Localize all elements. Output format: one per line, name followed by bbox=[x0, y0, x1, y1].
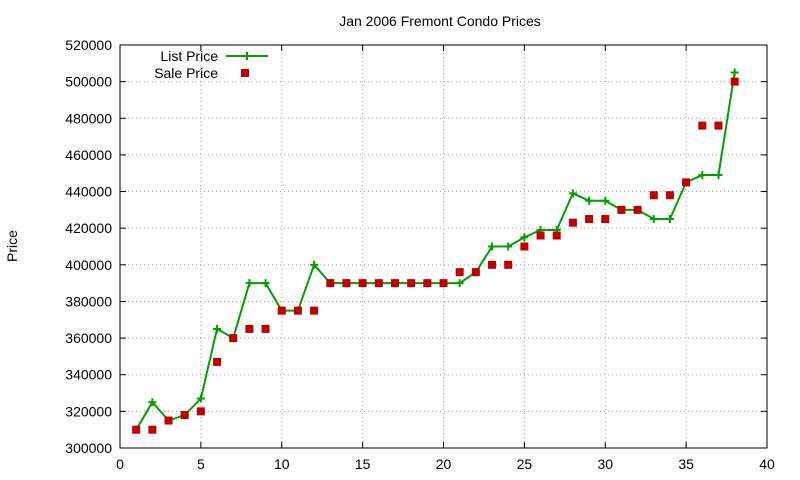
data-point-square bbox=[601, 215, 610, 224]
data-point-plus bbox=[601, 196, 610, 205]
series-sale-price bbox=[132, 77, 739, 434]
data-point-square bbox=[552, 231, 561, 240]
y-tick-label: 380000 bbox=[65, 293, 112, 309]
data-point-square bbox=[714, 121, 723, 130]
data-point-square bbox=[682, 178, 691, 187]
axis-ticks: 0 5 10 15 20 25 30 35 40 300000 320000 340000 360000… bbox=[65, 37, 775, 472]
x-tick-label: 15 bbox=[355, 456, 371, 472]
x-tick-label: 30 bbox=[597, 456, 613, 472]
data-point-square bbox=[374, 279, 383, 288]
data-point-square bbox=[245, 324, 254, 333]
y-tick-label: 460000 bbox=[65, 147, 112, 163]
data-point-square bbox=[342, 279, 351, 288]
data-point-square bbox=[132, 425, 141, 434]
data-point-square bbox=[585, 215, 594, 224]
grid bbox=[120, 45, 767, 448]
data-point-square bbox=[730, 77, 739, 86]
data-point-square bbox=[617, 205, 626, 214]
data-point-plus bbox=[261, 279, 270, 288]
data-point-square bbox=[439, 279, 448, 288]
series-layer bbox=[132, 68, 739, 434]
data-point-square bbox=[536, 231, 545, 240]
legend-marker-square bbox=[241, 69, 249, 77]
data-point-square bbox=[455, 268, 464, 277]
data-point-plus bbox=[698, 171, 707, 180]
legend-marker-plus bbox=[243, 52, 251, 60]
data-point-square bbox=[326, 279, 335, 288]
y-tick-label: 360000 bbox=[65, 330, 112, 346]
data-point-plus bbox=[520, 233, 529, 242]
data-point-plus bbox=[649, 215, 658, 224]
data-point-square bbox=[649, 191, 658, 200]
y-tick-label: 480000 bbox=[65, 110, 112, 126]
data-point-plus bbox=[245, 279, 254, 288]
data-point-plus bbox=[196, 394, 205, 403]
data-point-square bbox=[423, 279, 432, 288]
data-point-square bbox=[698, 121, 707, 130]
y-tick-label: 500000 bbox=[65, 74, 112, 90]
data-point-square bbox=[213, 357, 222, 366]
data-point-plus bbox=[585, 196, 594, 205]
data-point-plus bbox=[148, 398, 157, 407]
data-point-plus bbox=[568, 189, 577, 198]
data-point-square bbox=[568, 218, 577, 227]
chart-title: Jan 2006 Fremont Condo Prices bbox=[339, 13, 541, 29]
data-point-plus bbox=[213, 324, 222, 333]
data-point-square bbox=[310, 306, 319, 315]
data-point-plus bbox=[665, 215, 674, 224]
data-point-square bbox=[633, 205, 642, 214]
data-point-square bbox=[229, 334, 238, 343]
data-point-square bbox=[471, 268, 480, 277]
x-tick-label: 5 bbox=[197, 456, 205, 472]
y-tick-label: 440000 bbox=[65, 184, 112, 200]
data-point-square bbox=[261, 324, 270, 333]
y-tick-label: 420000 bbox=[65, 220, 112, 236]
x-tick-label: 25 bbox=[517, 456, 533, 472]
data-point-square bbox=[196, 407, 205, 416]
data-point-plus bbox=[488, 242, 497, 251]
data-point-plus bbox=[455, 279, 464, 288]
data-point-square bbox=[665, 191, 674, 200]
y-tick-label: 520000 bbox=[65, 37, 112, 53]
x-tick-label: 0 bbox=[116, 456, 124, 472]
data-point-plus bbox=[730, 68, 739, 77]
data-point-plus bbox=[310, 260, 319, 269]
y-tick-label: 320000 bbox=[65, 403, 112, 419]
x-tick-label: 10 bbox=[274, 456, 290, 472]
legend-label: List Price bbox=[160, 48, 218, 64]
x-tick-label: 35 bbox=[678, 456, 694, 472]
data-point-square bbox=[164, 416, 173, 425]
y-axis-label: Price bbox=[4, 230, 20, 262]
data-point-square bbox=[488, 260, 497, 269]
data-point-square bbox=[293, 306, 302, 315]
data-point-square bbox=[520, 242, 529, 251]
x-tick-label: 40 bbox=[759, 456, 775, 472]
y-tick-label: 340000 bbox=[65, 367, 112, 383]
data-point-square bbox=[358, 279, 367, 288]
series-list-price bbox=[132, 68, 739, 434]
series-line bbox=[135, 72, 736, 431]
data-point-square bbox=[407, 279, 416, 288]
data-point-square bbox=[390, 279, 399, 288]
data-point-square bbox=[148, 425, 157, 434]
data-point-plus bbox=[714, 171, 723, 180]
data-point-square bbox=[277, 306, 286, 315]
data-point-plus bbox=[504, 242, 513, 251]
x-tick-label: 20 bbox=[436, 456, 452, 472]
y-tick-label: 400000 bbox=[65, 257, 112, 273]
y-tick-label: 300000 bbox=[65, 440, 112, 456]
data-point-square bbox=[180, 411, 189, 420]
data-point-square bbox=[504, 260, 513, 269]
legend-label: Sale Price bbox=[154, 65, 218, 81]
